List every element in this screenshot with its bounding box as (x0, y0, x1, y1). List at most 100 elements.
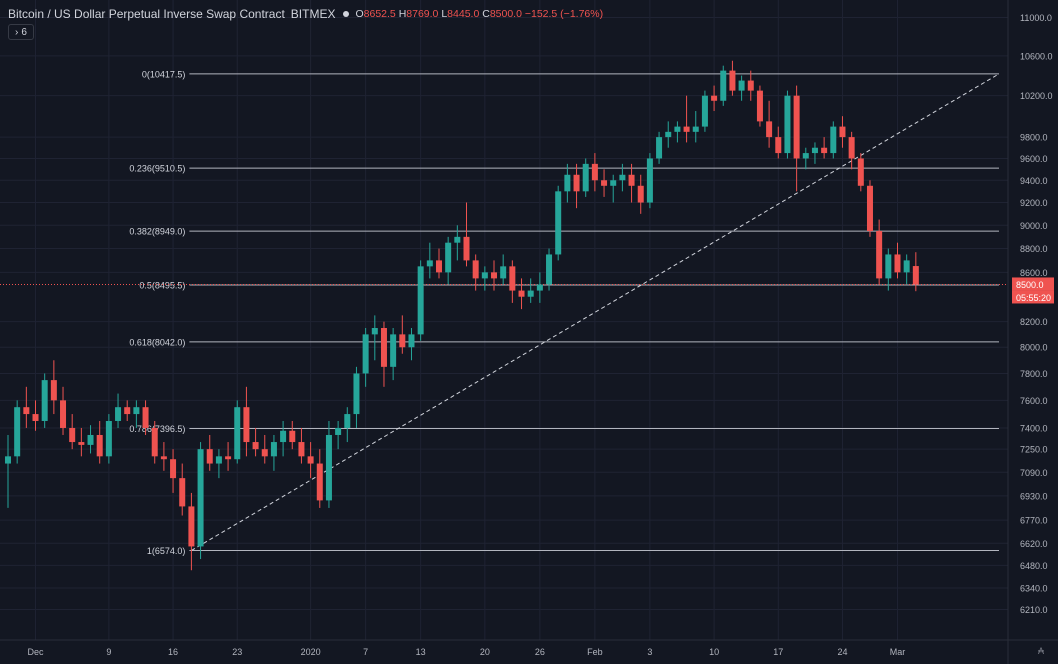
candle-down[interactable] (252, 442, 259, 450)
candle-up[interactable] (197, 449, 204, 547)
candle-up[interactable] (546, 254, 553, 285)
candle-down[interactable] (160, 456, 167, 460)
candle-up[interactable] (536, 284, 543, 291)
candle-down[interactable] (78, 442, 85, 445)
candle-up[interactable] (362, 334, 369, 374)
candle-up[interactable] (280, 430, 287, 443)
candle-up[interactable] (692, 126, 699, 132)
candle-down[interactable] (316, 463, 323, 501)
candle-down[interactable] (307, 456, 314, 464)
candle-up[interactable] (610, 180, 617, 186)
candle-down[interactable] (399, 334, 406, 348)
auto-scale-icon[interactable]: ₳ (1037, 646, 1044, 656)
candle-up[interactable] (133, 407, 140, 415)
candle-up[interactable] (802, 153, 809, 159)
candle-down[interactable] (573, 174, 580, 192)
candle-up[interactable] (353, 373, 360, 415)
candle-down[interactable] (756, 90, 763, 122)
candle-down[interactable] (243, 407, 250, 443)
candle-up[interactable] (215, 456, 222, 464)
candle-down[interactable] (206, 449, 213, 464)
candle-up[interactable] (527, 290, 534, 297)
candle-down[interactable] (775, 137, 782, 154)
candle-down[interactable] (491, 272, 498, 279)
candle-down[interactable] (637, 185, 644, 203)
candle-down[interactable] (23, 407, 30, 415)
candle-down[interactable] (472, 260, 479, 279)
candle-up[interactable] (41, 380, 48, 421)
candle-down[interactable] (142, 407, 149, 428)
candle-up[interactable] (234, 407, 241, 460)
candle-down[interactable] (151, 427, 158, 457)
candle-down[interactable] (628, 174, 635, 186)
candle-up[interactable] (830, 126, 837, 154)
candle-up[interactable] (408, 334, 415, 348)
candle-up[interactable] (903, 260, 910, 273)
candle-up[interactable] (417, 266, 424, 335)
indicators-toggle-button[interactable]: › 6 (8, 24, 34, 40)
candle-up[interactable] (335, 427, 342, 435)
candle-up[interactable] (582, 163, 589, 192)
candle-up[interactable] (555, 191, 562, 255)
candle-down[interactable] (96, 434, 103, 457)
candle-down[interactable] (857, 158, 864, 186)
candle-down[interactable] (188, 506, 195, 547)
candle-down[interactable] (729, 70, 736, 91)
candle-down[interactable] (894, 254, 901, 273)
candle-down[interactable] (766, 121, 773, 138)
candle-up[interactable] (454, 236, 461, 243)
candle-down[interactable] (32, 414, 39, 421)
candle-up[interactable] (500, 266, 507, 279)
candle-down[interactable] (866, 185, 873, 232)
candle-up[interactable] (344, 414, 351, 428)
candle-down[interactable] (747, 80, 754, 91)
candle-down[interactable] (912, 266, 919, 285)
candle-down[interactable] (793, 95, 800, 159)
candle-up[interactable] (115, 407, 122, 421)
candle-up[interactable] (665, 131, 672, 138)
candle-up[interactable] (371, 328, 378, 335)
candle-down[interactable] (518, 290, 525, 297)
candle-up[interactable] (738, 80, 745, 91)
candle-down[interactable] (298, 442, 305, 457)
candle-down[interactable] (124, 407, 131, 415)
candle-down[interactable] (50, 380, 57, 401)
candle-down[interactable] (225, 456, 232, 460)
candle-down[interactable] (380, 328, 387, 367)
candle-up[interactable] (270, 442, 277, 457)
candle-down[interactable] (261, 449, 268, 457)
candle-down[interactable] (60, 400, 67, 428)
candle-down[interactable] (601, 180, 608, 186)
candle-up[interactable] (564, 174, 571, 192)
candle-down[interactable] (179, 478, 186, 507)
candle-up[interactable] (105, 420, 112, 457)
candle-up[interactable] (390, 334, 397, 367)
candle-up[interactable] (445, 242, 452, 273)
symbol-title[interactable]: Bitcoin / US Dollar Perpetual Inverse Sw… (8, 7, 285, 21)
candle-down[interactable] (69, 427, 76, 443)
candle-up[interactable] (481, 272, 488, 279)
candle-up[interactable] (325, 434, 332, 501)
candle-up[interactable] (14, 407, 21, 457)
candle-down[interactable] (711, 95, 718, 101)
candle-up[interactable] (646, 158, 653, 203)
candle-up[interactable] (674, 126, 681, 132)
candle-up[interactable] (701, 95, 708, 127)
candle-up[interactable] (784, 95, 791, 154)
candle-up[interactable] (656, 137, 663, 159)
candle-down[interactable] (509, 266, 516, 291)
candle-down[interactable] (289, 430, 296, 443)
candle-up[interactable] (5, 456, 11, 464)
candle-down[interactable] (435, 260, 442, 273)
candle-down[interactable] (683, 126, 690, 132)
candle-up[interactable] (426, 260, 433, 267)
candle-up[interactable] (811, 147, 818, 154)
candle-up[interactable] (87, 434, 94, 445)
candle-down[interactable] (591, 163, 598, 181)
candle-down[interactable] (839, 126, 846, 138)
candle-down[interactable] (821, 147, 828, 154)
candle-down[interactable] (170, 459, 177, 479)
candle-up[interactable] (619, 174, 626, 181)
